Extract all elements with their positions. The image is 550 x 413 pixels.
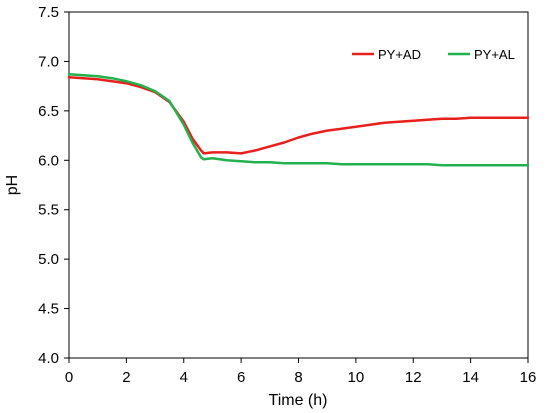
y-tick-label: 5.0 (38, 251, 59, 268)
y-tick-label: 4.0 (38, 350, 59, 367)
y-axis: 4.0 4.5 5.0 5.5 6.0 6.5 7.0 7.5 (38, 4, 69, 367)
legend-label: PY+AD (378, 47, 421, 62)
x-tick-label: 10 (348, 369, 365, 386)
y-tick-label: 7.0 (38, 53, 59, 70)
legend: PY+AD PY+AL (352, 47, 515, 62)
x-tick-label: 2 (122, 369, 130, 386)
x-axis-title: Time (h) (269, 392, 328, 409)
x-tick-label: 4 (180, 369, 188, 386)
y-tick-label: 7.5 (38, 4, 59, 21)
plot-area-frame (68, 11, 529, 359)
x-tick-label: 6 (237, 369, 245, 386)
x-axis: 0 2 4 6 8 10 12 14 16 (65, 358, 537, 386)
x-tick-label: 8 (294, 369, 302, 386)
series-line-py-al (67, 73, 530, 167)
x-tick-label: 16 (520, 369, 537, 386)
x-tick-label: 12 (405, 369, 422, 386)
y-tick-label: 6.0 (38, 152, 59, 169)
x-tick-label: 0 (65, 369, 73, 386)
series-lines (67, 73, 530, 167)
x-tick-label: 14 (462, 369, 479, 386)
y-tick-label: 4.5 (38, 301, 59, 318)
y-axis-title: pH (4, 175, 21, 195)
y-tick-label: 6.5 (38, 103, 59, 120)
y-tick-label: 5.5 (38, 202, 59, 219)
legend-label: PY+AL (474, 47, 515, 62)
